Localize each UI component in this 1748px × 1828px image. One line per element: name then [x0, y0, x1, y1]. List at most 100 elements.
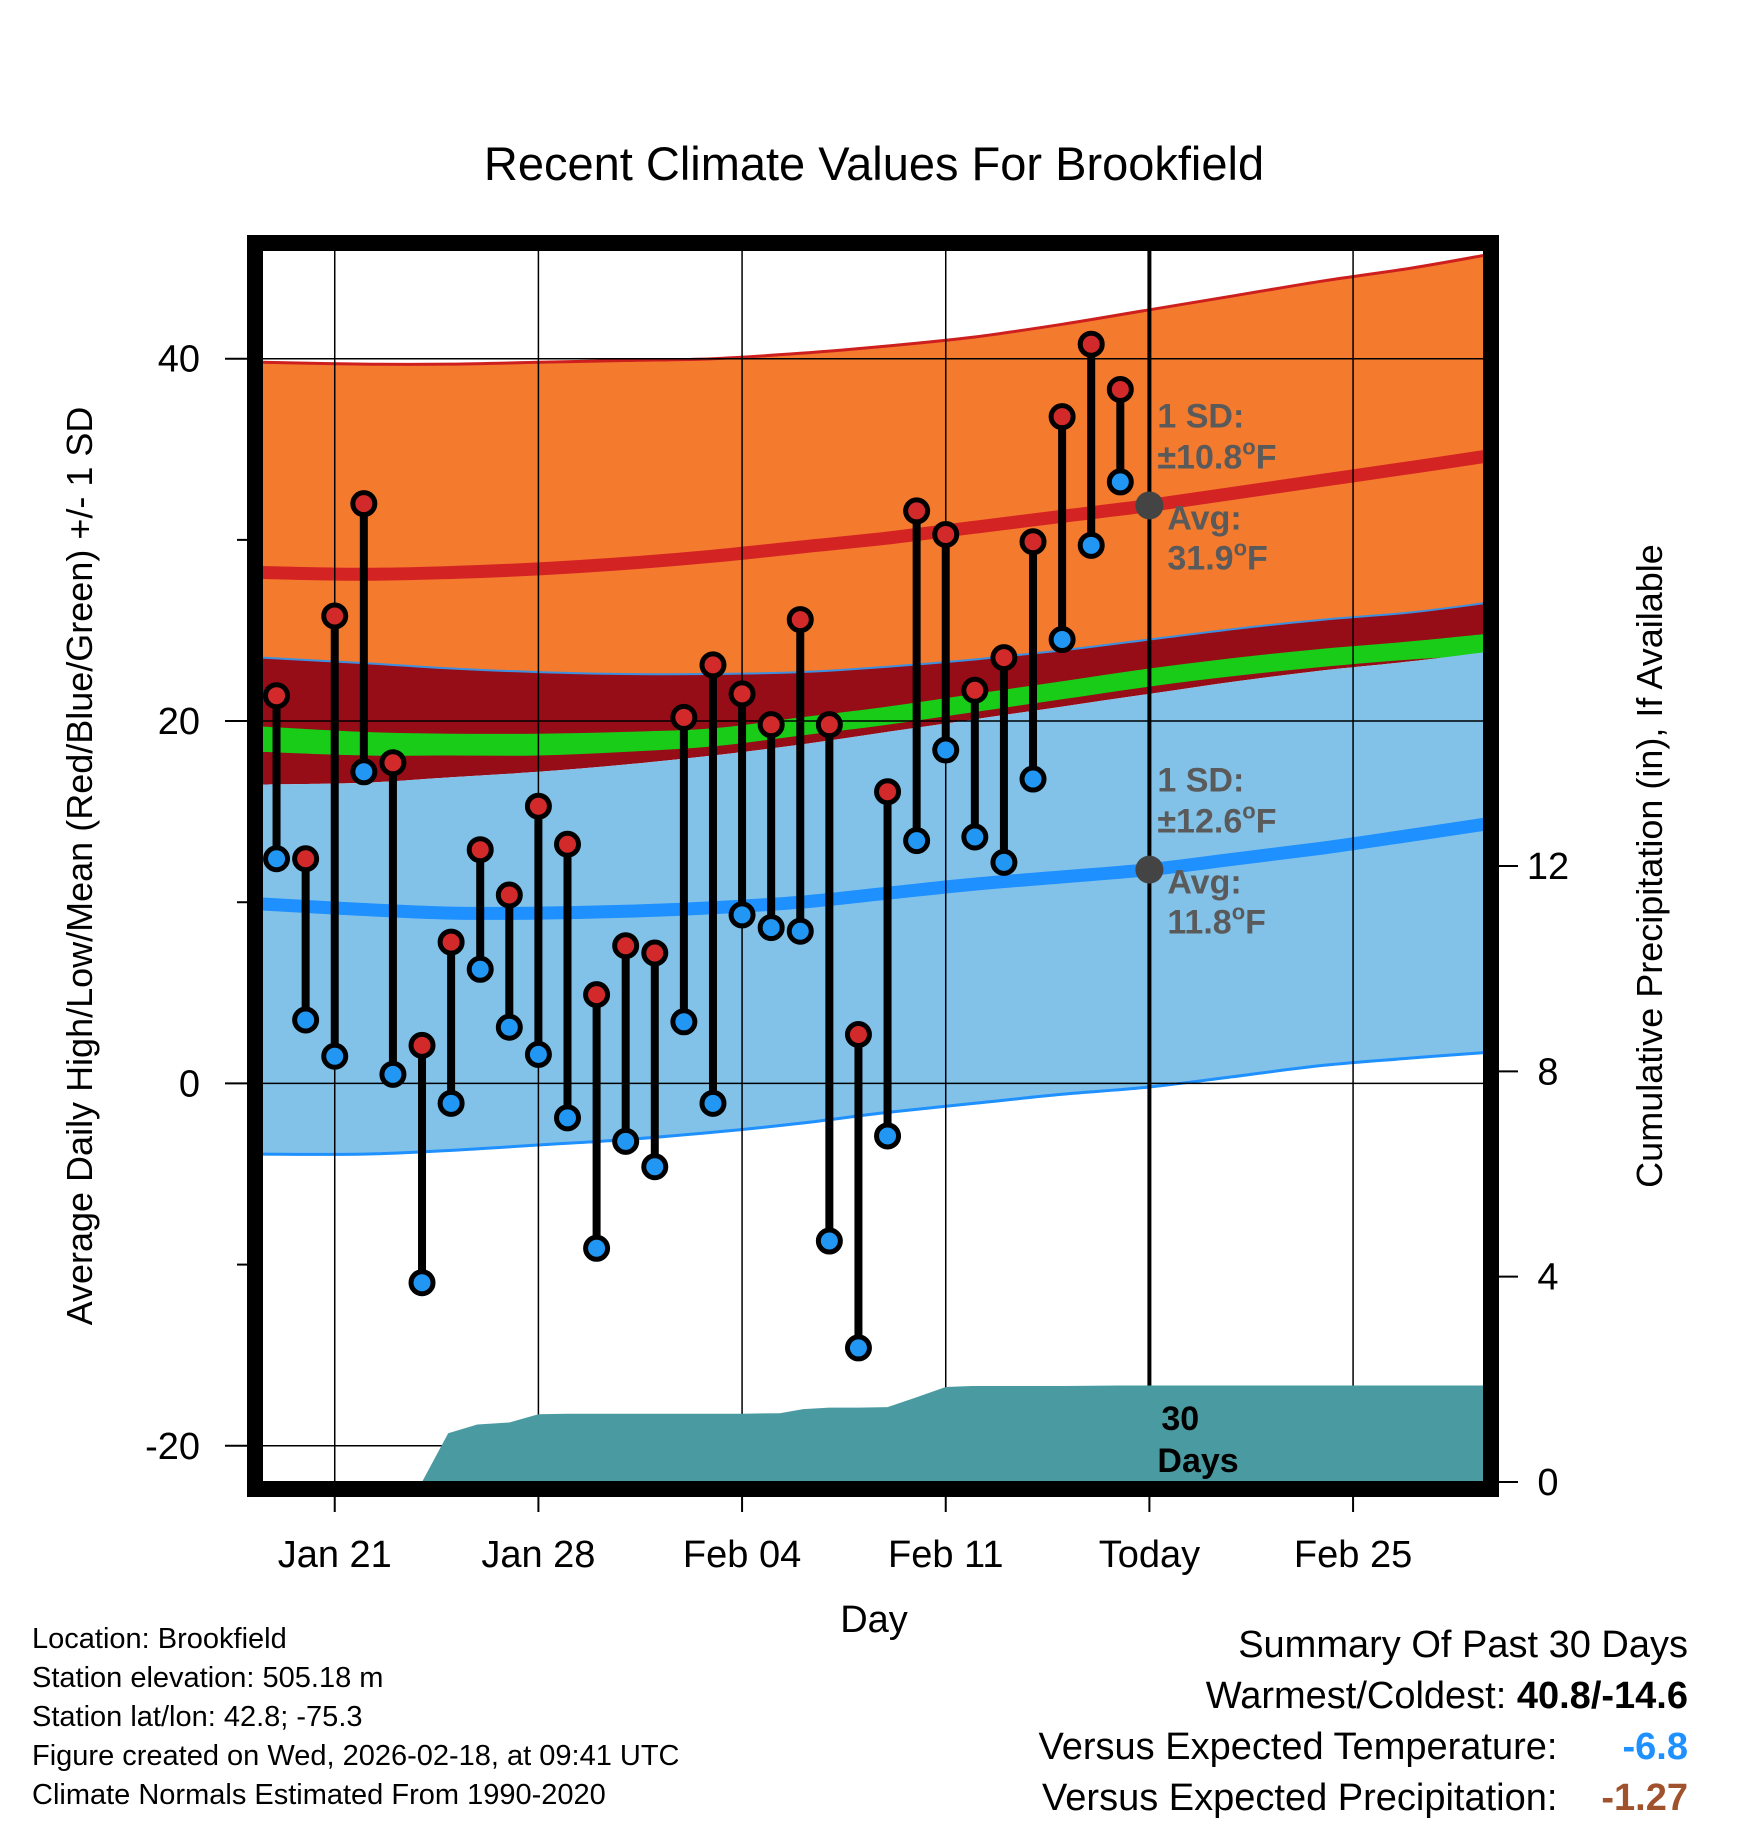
daily-high-point	[961, 676, 989, 704]
high-upper-line	[262, 253, 1484, 366]
station-info: Location: Brookfield Station elevation: …	[32, 1620, 680, 1815]
daily-low-point	[466, 955, 494, 983]
low-avg-value-number: 11.8	[1167, 904, 1231, 942]
degree-symbol: o	[1242, 434, 1255, 459]
daily-high-point	[670, 703, 698, 731]
y-tick-label: 40	[158, 339, 200, 381]
x-tick-label: Jan 21	[278, 1534, 392, 1576]
daily-low-point	[757, 914, 785, 942]
warmest-label: Warmest/Coldest:	[1205, 1675, 1517, 1717]
daily-low-point	[583, 1234, 611, 1262]
low-sd-value-number: ±12.6	[1157, 803, 1242, 841]
daily-low-point	[437, 1089, 465, 1117]
y-tick-label: 0	[179, 1063, 200, 1105]
daily-high-point	[757, 711, 785, 739]
daily-high-point	[1106, 376, 1134, 404]
daily-high-point	[1077, 330, 1105, 358]
daily-low-point	[932, 736, 960, 764]
unit-symbol: F	[1245, 904, 1266, 942]
daily-low-point	[874, 1122, 902, 1150]
daily-low-point	[379, 1060, 407, 1088]
daily-low-point	[321, 1042, 349, 1070]
x-tick-label: Jan 28	[481, 1534, 595, 1576]
high-avg-marker	[1135, 491, 1164, 520]
daily-high-point	[641, 939, 669, 967]
x-tick-label: Feb 04	[683, 1534, 801, 1576]
temp-value: -6.8	[1622, 1726, 1688, 1768]
daily-low-point	[961, 823, 989, 851]
low-avg-marker	[1135, 855, 1164, 884]
precip-value: -1.27	[1601, 1777, 1688, 1819]
low-sd-value: ±12.6oF	[1157, 799, 1276, 841]
elevation-text: Station elevation: 505.18 m	[32, 1662, 384, 1694]
daily-low-point	[524, 1040, 552, 1068]
daily-high-point	[699, 651, 727, 679]
daily-high-point	[903, 497, 931, 525]
summary-precip-row: Versus Expected Precipitation: -1.27	[1039, 1773, 1688, 1824]
daily-high-point	[437, 928, 465, 956]
daily-low-point	[670, 1008, 698, 1036]
mean-sd-band	[262, 634, 1484, 756]
daily-low-point	[728, 901, 756, 929]
daily-low-point	[612, 1127, 640, 1155]
daily-low-point	[263, 845, 291, 873]
low-sd-label: 1 SD:	[1157, 762, 1244, 800]
high-sd-value-number: ±10.8	[1157, 438, 1242, 476]
y-right-axis-label: Cumulative Precipitation (in), If Availa…	[1629, 544, 1670, 1188]
daily-low-point	[554, 1104, 581, 1132]
y-right-tick-label: 8	[1537, 1051, 1558, 1093]
daily-high-point	[408, 1031, 436, 1059]
daily-high-point	[990, 644, 1018, 672]
degree-symbol: o	[1234, 535, 1247, 560]
high-sd-label: 1 SD:	[1157, 397, 1244, 435]
daily-high-point	[786, 606, 814, 634]
daily-low-point	[1106, 468, 1134, 496]
daily-high-point	[844, 1020, 872, 1048]
warmest-value: 40.8/-14.6	[1516, 1675, 1688, 1717]
unit-symbol: F	[1247, 539, 1268, 577]
low-avg-value: 11.8oF	[1167, 900, 1266, 942]
daily-high-point	[350, 490, 378, 518]
daily-low-point	[350, 758, 378, 786]
daily-high-point	[728, 680, 756, 708]
precip-label-line1: 30	[1161, 1400, 1199, 1438]
y-right-tick-label: 4	[1537, 1257, 1558, 1299]
daily-low-point	[495, 1013, 523, 1041]
daily-high-point	[932, 520, 960, 548]
precip-label: Versus Expected Precipitation:	[1042, 1777, 1568, 1819]
x-tick-label: Today	[1099, 1534, 1200, 1576]
x-tick-label: Feb 11	[888, 1534, 1003, 1576]
y-right-tick-label: 12	[1527, 846, 1569, 888]
normals-text: Climate Normals Estimated From 1990-2020	[32, 1779, 606, 1811]
daily-low-point	[408, 1269, 436, 1297]
daily-low-point	[786, 917, 814, 945]
daily-low-point	[990, 848, 1018, 876]
daily-high-point	[583, 981, 611, 1009]
high-mean-line	[262, 450, 1484, 581]
daily-low-point	[641, 1153, 669, 1181]
daily-low-point	[844, 1334, 872, 1362]
daily-high-point	[292, 845, 320, 873]
daily-low-point	[292, 1006, 320, 1034]
daily-low-point	[1019, 765, 1047, 793]
daily-low-point	[815, 1227, 843, 1255]
daily-high-point	[554, 830, 581, 858]
temp-label: Versus Expected Temperature:	[1038, 1726, 1568, 1768]
x-axis-label: Day	[840, 1599, 908, 1641]
daily-high-point	[612, 932, 640, 960]
plot-area	[262, 250, 1484, 1482]
daily-high-point	[263, 682, 291, 710]
chart-title: Recent Climate Values For Brookfield	[484, 137, 1264, 190]
degree-symbol: o	[1242, 799, 1255, 824]
summary-temp-row: Versus Expected Temperature: -6.8	[1039, 1722, 1688, 1773]
y-axis-label: Average Daily High/Low/Mean (Red/Blue/Gr…	[59, 407, 100, 1326]
location-text: Location: Brookfield	[32, 1623, 287, 1655]
high-avg-label: Avg:	[1167, 499, 1241, 537]
unit-symbol: F	[1256, 438, 1277, 476]
daily-high-point	[1048, 403, 1076, 431]
high-avg-value: 31.9oF	[1167, 535, 1267, 577]
daily-low-point	[1077, 531, 1105, 559]
summary-title: Summary Of Past 30 Days	[1238, 1624, 1688, 1666]
daily-high-point	[466, 836, 494, 864]
